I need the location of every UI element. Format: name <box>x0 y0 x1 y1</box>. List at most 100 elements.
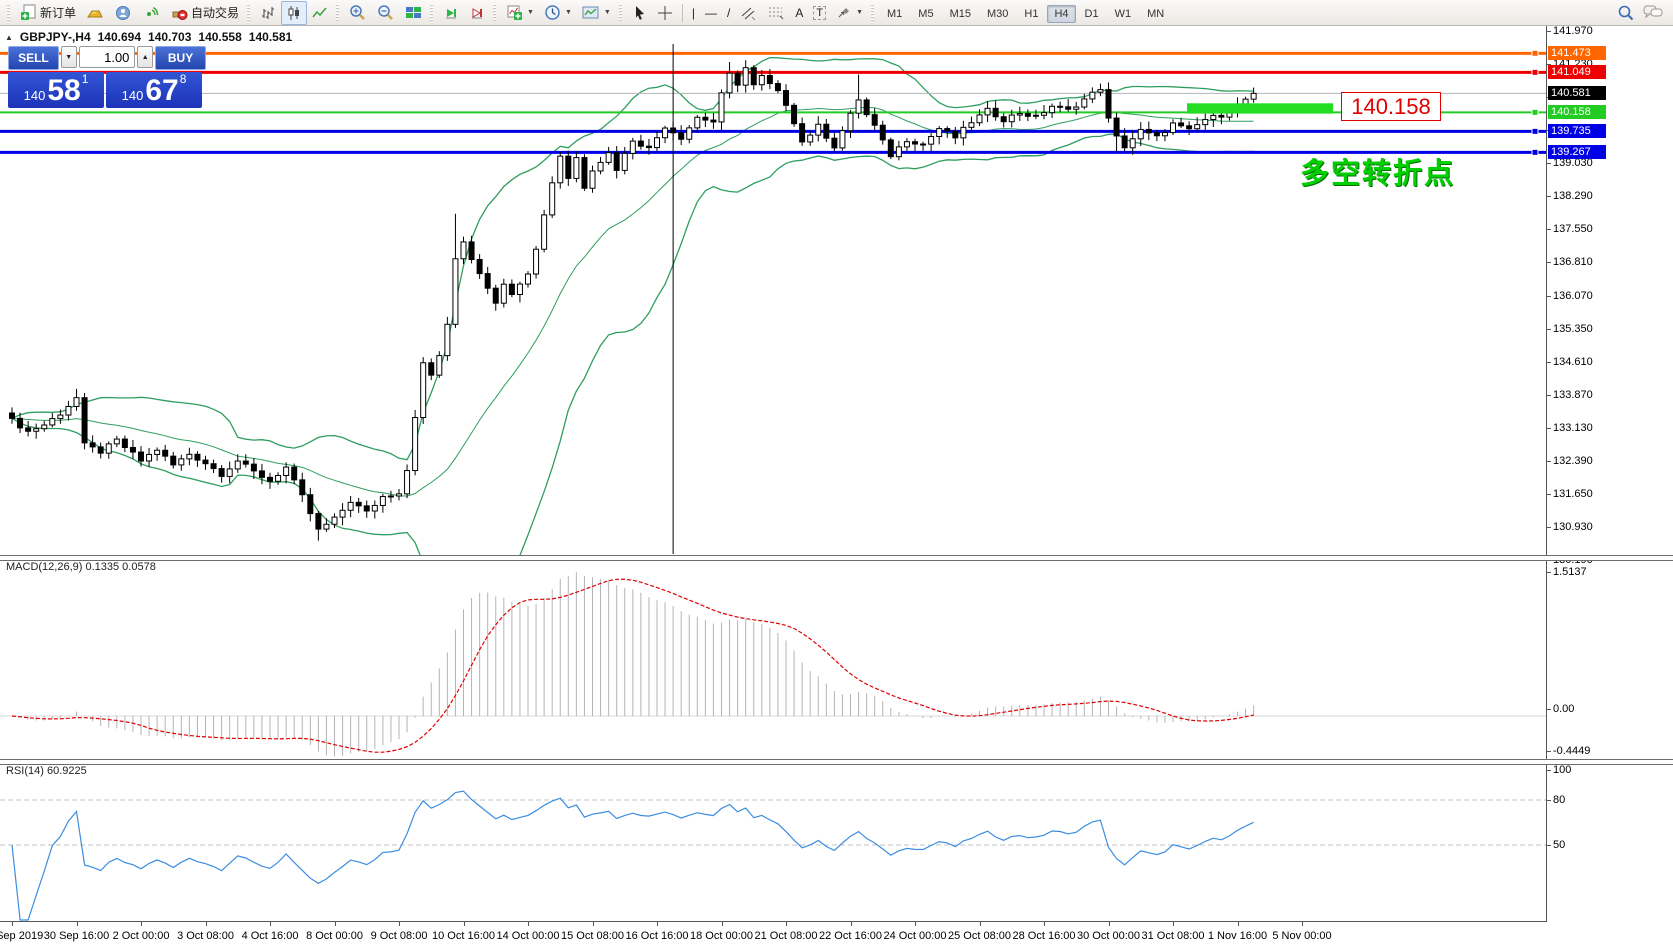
mql-community-icon <box>114 5 132 21</box>
bar-chart-type-button[interactable] <box>255 1 281 25</box>
line-anchor-marker[interactable] <box>1531 108 1539 116</box>
main-chart-canvas[interactable] <box>0 26 1546 558</box>
panel-separator[interactable] <box>0 759 1673 765</box>
tile-windows-icon <box>405 5 422 21</box>
bid-price-box[interactable]: 140 58 1 <box>8 72 104 108</box>
auto-trading-button[interactable]: 自动交易 <box>165 1 244 25</box>
volume-increase-button[interactable]: ▲ <box>137 46 154 68</box>
bollinger-band-lower[interactable] <box>11 133 1254 558</box>
tf-button-M30[interactable]: M30 <box>986 7 1009 20</box>
bollinger-band-middle[interactable] <box>11 106 1254 497</box>
toolbar-grip[interactable] <box>618 3 624 22</box>
time-axis-tickmark <box>141 922 142 926</box>
sell-button[interactable]: SELL <box>8 46 59 70</box>
price-callout-box[interactable]: 140.158 <box>1341 92 1441 121</box>
zoom-in-button[interactable] <box>344 1 372 25</box>
highlight-zone[interactable] <box>1187 103 1333 114</box>
line-anchor-marker[interactable] <box>1531 127 1539 135</box>
new-order-button[interactable]: 新订单 <box>15 1 81 25</box>
tf-button-H4[interactable]: H4 <box>1047 4 1076 23</box>
toolbar-grip[interactable] <box>493 3 499 22</box>
tf-button-W1[interactable]: W1 <box>1114 7 1132 20</box>
candle-body <box>855 99 862 114</box>
zoom-out-button[interactable] <box>372 1 400 25</box>
candle-body <box>629 140 636 154</box>
candle-body <box>1105 89 1112 119</box>
candlestick-chart-type-button[interactable] <box>281 0 308 25</box>
indicators-button[interactable]: ▼ <box>501 1 539 25</box>
tf-button-M5[interactable]: M5 <box>918 7 934 20</box>
volume-decrease-button[interactable]: ▼ <box>60 46 77 68</box>
fibonacci-tool-button[interactable] <box>762 1 790 25</box>
time-axis-tickmark <box>1173 922 1174 926</box>
tf-button-M15[interactable]: M15 <box>949 7 971 20</box>
time-tick-label: 3 Oct 08:00 <box>177 930 234 942</box>
gold-button[interactable] <box>81 1 109 25</box>
price-tick-label: 134.610 <box>1553 355 1593 368</box>
macd-tick-label: 0.00 <box>1553 703 1575 715</box>
volume-input[interactable]: 1.00 <box>78 46 136 68</box>
crosshair-tool-button[interactable] <box>652 1 678 25</box>
macd-panel-canvas[interactable] <box>0 559 1546 759</box>
vertical-line-tool-button[interactable]: | <box>687 1 700 25</box>
candle-body <box>1194 124 1201 130</box>
toolbar-grip[interactable] <box>871 3 876 22</box>
price-tick-label: 131.650 <box>1553 487 1593 500</box>
collapse-panel-icon[interactable]: ▲ <box>5 32 13 42</box>
chart-shift-button[interactable] <box>464 1 490 25</box>
tf-button-MN[interactable]: MN <box>1147 7 1165 20</box>
candle-body <box>734 72 741 86</box>
tile-windows-button[interactable] <box>400 1 427 25</box>
toolbar-grip[interactable] <box>430 3 436 22</box>
candle-body <box>1073 106 1080 110</box>
tf-button-M1[interactable]: M1 <box>887 7 903 20</box>
panel-separator[interactable] <box>0 555 1673 561</box>
auto-scroll-button[interactable] <box>438 1 464 25</box>
candle-body <box>581 157 588 189</box>
candle-body <box>839 130 846 149</box>
arrows-tool-button[interactable]: ▼ <box>831 1 868 25</box>
templates-button[interactable]: ▼ <box>577 1 616 25</box>
toolbar-grip[interactable] <box>247 3 253 22</box>
gold-ingot-icon <box>86 5 104 21</box>
toolbar-grip[interactable] <box>336 3 342 22</box>
cursor-tool-button[interactable] <box>627 1 652 25</box>
candle-body <box>379 496 386 506</box>
ask-price-box[interactable]: 140 67 8 <box>106 72 202 108</box>
time-tick-label: 24 Oct 00:00 <box>883 930 947 942</box>
chat-icon[interactable] <box>1643 4 1663 21</box>
text-tool-button[interactable]: A <box>790 1 808 25</box>
auto-scroll-icon <box>443 5 459 21</box>
time-axis-tickmark <box>979 922 981 926</box>
ask-integer: 140 <box>121 88 144 103</box>
toolbar-grip[interactable] <box>7 3 12 22</box>
turning-point-note[interactable]: 多空转折点 <box>1300 158 1456 190</box>
search-icon[interactable] <box>1617 4 1635 21</box>
buy-button[interactable]: BUY <box>155 46 206 70</box>
time-tick-label: 25 Oct 08:00 <box>948 930 1011 942</box>
candle-body <box>307 494 314 515</box>
line-chart-type-button[interactable] <box>307 1 333 25</box>
candle-body <box>1178 122 1185 127</box>
signals-button[interactable] <box>137 1 165 25</box>
price-tick-label: 138.290 <box>1553 190 1593 203</box>
label-tool-button[interactable]: T <box>808 1 831 25</box>
candle-body <box>557 155 564 184</box>
trendline-tool-button[interactable]: / <box>722 1 735 25</box>
line-anchor-marker[interactable] <box>1531 49 1539 57</box>
candle-body <box>766 75 773 85</box>
candle-body <box>492 287 499 304</box>
line-anchor-marker[interactable] <box>1531 68 1539 76</box>
tf-button-D1[interactable]: D1 <box>1084 7 1099 20</box>
mql-community-button[interactable] <box>109 1 137 25</box>
periods-button[interactable]: ▼ <box>539 1 577 25</box>
horizontal-line-tool-button[interactable]: — <box>700 1 722 25</box>
candle-body <box>1032 114 1039 117</box>
price-axis-tickmark <box>1546 460 1551 462</box>
channel-tool-button[interactable] <box>735 1 762 25</box>
rsi-panel-canvas[interactable] <box>0 763 1546 921</box>
line-anchor-marker[interactable] <box>1531 148 1539 156</box>
bollinger-band-upper[interactable] <box>11 56 1254 461</box>
tf-button-H1[interactable]: H1 <box>1024 7 1039 20</box>
